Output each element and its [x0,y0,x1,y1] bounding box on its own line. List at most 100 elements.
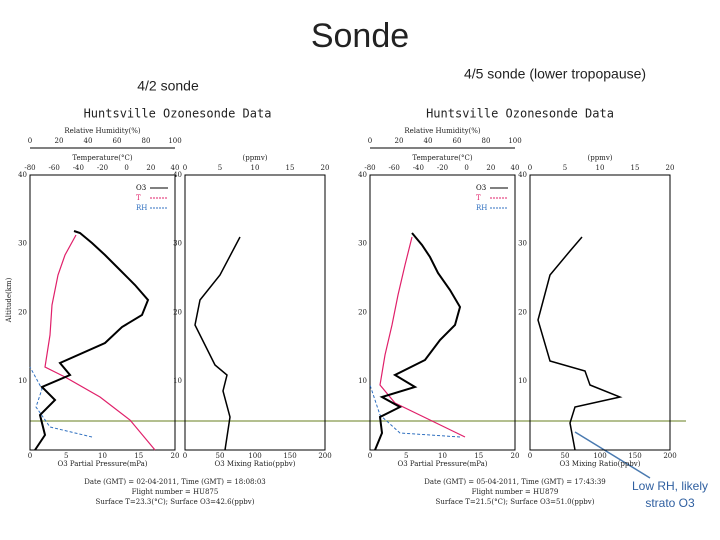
temp-tick-label: 0 [464,164,468,172]
altitude-tick-label: 10 [18,377,27,385]
o3-plot-frame [369,174,516,451]
x-axis-label: O3 Partial Pressure(mPa) [397,460,487,468]
mr-tick-label: 200 [663,452,676,460]
legend-label: RH [476,204,487,212]
temp-tick-label: -20 [97,164,108,172]
legend-label: T [476,194,481,202]
ppmv-label: (ppmv) [587,154,612,162]
mr-tick-label: 0 [528,452,532,460]
footer-line: Surface T=23.3(°C); Surface O3=42.6(ppbv… [96,498,255,506]
plot-title: Huntsville Ozonesonde Data [84,107,272,121]
footer-line: Flight number = HU879 [472,488,559,496]
temp-tick-label: -20 [437,164,448,172]
mr-tick-label: 0 [183,452,187,460]
rh-tick-label: 100 [168,137,181,145]
altitude-tick-label: 20 [358,308,367,316]
altitude-tick-label: 30 [518,240,527,248]
panel-label: 4/5 sonde (lower tropopause) [464,66,646,82]
rh-tick-label: 100 [508,137,521,145]
mr-tick-label: 100 [248,452,261,460]
legend-label: RH [136,204,147,212]
temp-tick-label: 40 [511,164,520,172]
ppmv-tick-label: 0 [528,164,532,172]
x-tick-label: 0 [368,452,372,460]
mr-profile [194,236,241,451]
x-tick-label: 15 [474,452,483,460]
altitude-tick-label: 40 [518,171,527,179]
altitude-tick-label: 20 [518,308,527,316]
temp-tick-label: 40 [171,164,180,172]
ppmv-tick-label: 10 [596,164,605,172]
footer-line: Date (GMT) = 05-04-2011, Time (GMT) = 17… [424,478,606,486]
legend-label: O3 [476,184,486,192]
o3-profile [34,230,150,451]
ppmv-tick-label: 0 [183,164,187,172]
temp-axis-label: Temperature(°C) [412,154,472,162]
x-tick-label: 10 [98,452,107,460]
altitude-tick-label: 30 [358,240,367,248]
t-profile [44,234,156,451]
altitude-tick-label: 20 [173,308,182,316]
ppmv-tick-label: 20 [666,164,675,172]
altitude-label: Altitude(km) [5,277,13,323]
x-tick-label: 10 [438,452,447,460]
altitude-tick-label: 30 [173,240,182,248]
temp-tick-label: -40 [73,164,84,172]
annotation: Low RH, likely strato O3 [632,479,708,510]
legend-label: O3 [136,184,146,192]
rh-tick-label: 80 [142,137,151,145]
ppmv-tick-label: 5 [218,164,222,172]
rh-tick-label: 0 [28,137,32,145]
rh-tick-label: 80 [482,137,491,145]
rh-tick-label: 20 [395,137,404,145]
slide-title: Sonde [311,17,409,55]
altitude-tick-label: 30 [18,240,27,248]
altitude-tick-label: 10 [173,377,182,385]
rh-axis-label: Relative Humidity(%) [64,127,141,135]
temp-tick-label: -60 [49,164,60,172]
temp-tick-label: 0 [124,164,128,172]
mr-tick-label: 100 [593,452,606,460]
temp-axis-label: Temperature(°C) [72,154,132,162]
mr-tick-label: 150 [283,452,296,460]
o3-profile [374,232,462,451]
x-tick-label: 0 [28,452,32,460]
rh-tick-label: 40 [84,137,93,145]
temp-tick-label: -40 [413,164,424,172]
footer-line: Date (GMT) = 02-04-2011, Time (GMT) = 18… [84,478,266,486]
rh-profile [29,366,93,438]
mr-tick-label: 150 [628,452,641,460]
altitude-tick-label: 10 [358,377,367,385]
x-axis-label: O3 Partial Pressure(mPa) [57,460,147,468]
mr-tick-label: 50 [561,452,570,460]
temp-tick-label: 20 [146,164,155,172]
altitude-tick-label: 40 [18,171,27,179]
mr-plot-frame [529,174,671,451]
rh-tick-label: 60 [453,137,462,145]
altitude-tick-label: 10 [518,377,527,385]
temp-tick-label: 20 [486,164,495,172]
x-tick-label: 15 [134,452,143,460]
plot-title: Huntsville Ozonesonde Data [426,107,614,121]
rh-tick-label: 20 [55,137,64,145]
altitude-tick-label: 40 [358,171,367,179]
mr-tick-label: 200 [318,452,331,460]
x-tick-label: 5 [404,452,408,460]
rh-tick-label: 0 [368,137,372,145]
t-profile [379,236,466,438]
rh-axis-label: Relative Humidity(%) [404,127,481,135]
rh-tick-label: 60 [113,137,122,145]
rh-tick-label: 40 [424,137,433,145]
x-tick-label: 20 [171,452,180,460]
panel-label: 4/2 sonde [137,78,199,94]
legend-label: T [136,194,141,202]
mr-profile [537,236,623,451]
x-tick-label: 20 [511,452,520,460]
annotation-arrow [574,431,651,479]
ppmv-label: (ppmv) [242,154,267,162]
footer-line: Flight number = HU875 [132,488,219,496]
temp-tick-label: -80 [24,164,35,172]
ppmv-tick-label: 15 [631,164,640,172]
mr-axis-label: O3 Mixing Ratio(ppbv) [215,460,296,468]
